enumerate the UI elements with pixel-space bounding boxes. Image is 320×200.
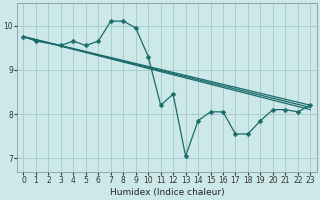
X-axis label: Humidex (Indice chaleur): Humidex (Indice chaleur) [109,188,224,197]
